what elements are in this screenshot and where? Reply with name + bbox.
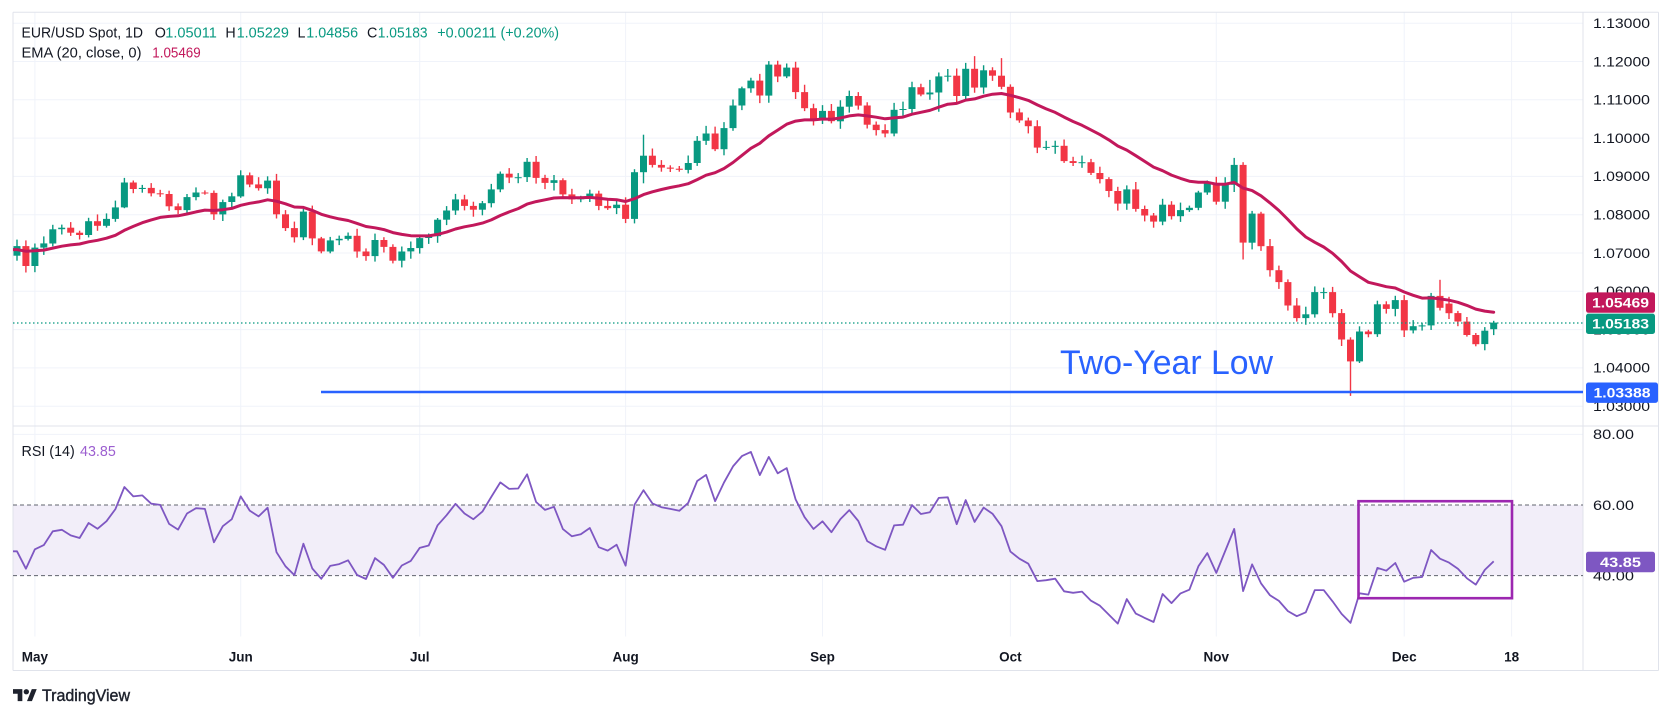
svg-text:Aug: Aug (612, 650, 638, 665)
svg-text:1.05183: 1.05183 (378, 26, 428, 42)
svg-text:18: 18 (1504, 650, 1520, 665)
svg-text:1.05183: 1.05183 (1592, 317, 1650, 332)
svg-text:1.05469: 1.05469 (1592, 295, 1649, 310)
svg-text:Dec: Dec (1392, 650, 1417, 665)
svg-text:Sep: Sep (810, 650, 835, 665)
svg-text:1.13000: 1.13000 (1593, 16, 1650, 31)
svg-text:L: L (298, 26, 306, 42)
svg-text:1.04000: 1.04000 (1593, 361, 1650, 376)
svg-text:1.04856: 1.04856 (306, 26, 358, 42)
svg-text:43.85: 43.85 (80, 444, 116, 460)
svg-text:O: O (155, 26, 166, 42)
svg-text:1.05469: 1.05469 (152, 45, 200, 61)
svg-text:Nov: Nov (1204, 650, 1230, 665)
svg-text:Jul: Jul (410, 650, 430, 665)
svg-text:43.85: 43.85 (1600, 555, 1642, 570)
svg-text:1.09000: 1.09000 (1593, 169, 1650, 184)
svg-text:C: C (367, 26, 377, 42)
svg-text:1.05229: 1.05229 (237, 26, 289, 42)
svg-text:Oct: Oct (999, 650, 1022, 665)
svg-text:1.11000: 1.11000 (1593, 93, 1650, 108)
svg-text:Two-Year Low: Two-Year Low (1060, 344, 1273, 382)
svg-text:1.07000: 1.07000 (1593, 246, 1650, 261)
svg-text:+0.00211 (+0.20%): +0.00211 (+0.20%) (437, 26, 559, 42)
svg-text:1.10000: 1.10000 (1593, 131, 1650, 146)
svg-text:H: H (225, 26, 235, 42)
svg-text:1.03388: 1.03388 (1594, 386, 1652, 401)
svg-text:60.00: 60.00 (1593, 498, 1634, 513)
svg-text:EUR/USD Spot, 1D: EUR/USD Spot, 1D (22, 26, 144, 42)
svg-text:EMA (20, close, 0): EMA (20, close, 0) (22, 45, 142, 61)
svg-text:May: May (22, 650, 49, 665)
svg-text:1.12000: 1.12000 (1593, 54, 1650, 69)
svg-text:80.00: 80.00 (1593, 427, 1634, 442)
svg-text:RSI (14): RSI (14) (22, 444, 75, 460)
svg-text:TradingView: TradingView (42, 687, 130, 705)
svg-text:1.08000: 1.08000 (1593, 208, 1650, 223)
svg-text:Jun: Jun (229, 650, 253, 665)
svg-text:1.05011: 1.05011 (165, 26, 217, 42)
